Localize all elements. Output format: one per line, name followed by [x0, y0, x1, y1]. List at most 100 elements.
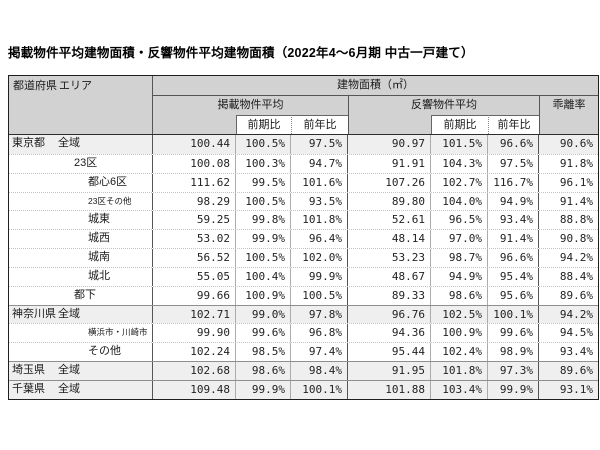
table-row: 城南 56.52 100.5% 102.0% 53.23 98.7% 96.6%… [9, 248, 598, 267]
row-label: 城西 [9, 230, 153, 249]
response-value-subheader-blank [349, 115, 431, 134]
listed-average-header: 掲載物件平均 [217, 99, 284, 111]
table-row: 城東 59.25 99.8% 101.8% 52.61 96.5% 93.4% … [9, 210, 598, 230]
listed-prev-period-value: 100.5% [236, 249, 291, 267]
response-prev-year-header: 前年比 [488, 115, 539, 134]
row-label: 都心6区 [9, 173, 153, 192]
deviation-value: 94.2% [559, 307, 593, 321]
deviation-value: 90.8% [559, 232, 593, 246]
row-label: 都下 [9, 286, 153, 305]
area-label: 都心6区 [88, 175, 128, 188]
listed-prev-period-value: 99.9% [236, 380, 291, 399]
listed-prev-period-value: 100.5% [236, 192, 291, 211]
listed-prev-period-value: 99.0% [236, 305, 291, 324]
response-prev-year-value: 97.3% [488, 362, 539, 380]
listed-avg-value: 55.05 [153, 267, 236, 286]
response-avg-value: 101.88 [348, 380, 431, 399]
area-label: その他 [88, 345, 121, 358]
response-properties-section-header: 反響物件平均 前期比 前年比 [348, 96, 539, 134]
response-avg-value: 90.97 [348, 135, 431, 154]
listed-prev-period-value: 100.9% [236, 286, 291, 305]
row-label: 城北 [9, 267, 153, 286]
deviation-value: 90.6% [559, 137, 593, 150]
response-avg-value: 52.61 [348, 211, 431, 230]
listed-prev-year-value: 101.6% [291, 173, 348, 192]
deviation-value: 88.8% [559, 213, 593, 227]
area-label: 23区 [74, 156, 98, 169]
listed-avg-value: 100.44 [153, 135, 236, 154]
listed-prev-period-value: 99.9% [236, 230, 291, 249]
listed-prev-year-value: 101.8% [291, 211, 348, 230]
area-label: 全域 [58, 382, 80, 395]
row-label: 千葉県 全域 [9, 380, 153, 399]
table-row: 千葉県 全域 109.48 99.9% 100.1% 101.88 103.4% … [9, 379, 598, 399]
table-body: 東京都 全域 100.44 100.5% 97.5% 90.97 101.5% 9… [9, 134, 598, 399]
listed-prev-period-value: 98.6% [236, 362, 291, 380]
listed-avg-value: 99.90 [153, 324, 236, 343]
listed-prev-period-value: 99.5% [236, 173, 291, 192]
response-prev-year-value: 99.6% [488, 324, 539, 343]
listed-prev-period-value: 100.3% [236, 154, 291, 173]
building-area-group-header: 建物面積（㎡） [153, 76, 598, 96]
listed-prev-period-header: 前期比 [236, 115, 291, 134]
deviation-value: 91.8% [559, 156, 593, 170]
table-row: 23区その他 98.29 100.5% 93.5% 89.80 104.0% 9… [9, 191, 598, 211]
table-row: 神奈川県 全域 102.71 99.0% 97.8% 96.76 102.5% 1… [9, 304, 598, 324]
response-avg-value: 91.91 [348, 154, 431, 173]
listed-prev-year-value: 102.0% [291, 249, 348, 267]
table-row: 都下 99.66 100.9% 100.5% 89.33 98.6% 95.6%… [9, 285, 598, 305]
response-prev-period-value: 94.9% [431, 267, 488, 286]
row-label: 23区その他 [9, 192, 153, 211]
response-prev-year-value: 97.5% [488, 154, 539, 173]
response-prev-period-value: 96.5% [431, 211, 488, 230]
response-prev-period-value: 103.4% [431, 380, 488, 399]
listed-avg-value: 102.68 [153, 362, 236, 380]
response-prev-period-value: 97.0% [431, 230, 488, 249]
table-row: 埼玉県 全域 102.68 98.6% 98.4% 91.95 101.8% 97… [9, 361, 598, 380]
listed-avg-value: 100.08 [153, 154, 236, 173]
response-prev-period-header: 前期比 [431, 115, 488, 134]
response-prev-year-value: 95.6% [488, 286, 539, 305]
listed-prev-year-value: 97.5% [291, 135, 348, 154]
response-avg-value: 91.95 [348, 362, 431, 380]
response-prev-year-value: 96.6% [488, 135, 539, 154]
row-label: 横浜市・川崎市 [9, 324, 153, 343]
prefecture-label: 千葉県 [12, 382, 45, 395]
row-label: 東京都 全域 [9, 135, 153, 154]
page-title: 掲載物件平均建物面積・反響物件平均建物面積（2022年4～6月期 中古一戸建て） [8, 46, 474, 60]
response-prev-period-value: 102.5% [431, 305, 488, 324]
row-label: 神奈川県 全域 [9, 305, 153, 324]
response-prev-year-value: 91.4% [488, 230, 539, 249]
listed-prev-year-value: 94.7% [291, 154, 348, 173]
row-label: 埼玉県 全域 [9, 362, 153, 380]
response-avg-value: 48.14 [348, 230, 431, 249]
listed-avg-value: 111.62 [153, 173, 236, 192]
deviation-value: 93.1% [559, 382, 593, 396]
response-average-header: 反響物件平均 [411, 99, 477, 111]
deviation-value: 88.4% [559, 269, 593, 283]
table-row: 城西 53.02 99.9% 96.4% 48.14 97.0% 91.4% 9… [9, 229, 598, 249]
response-prev-period-value: 102.7% [431, 173, 488, 192]
prefecture-label: 埼玉県 [12, 364, 45, 377]
area-label: 城東 [88, 213, 110, 226]
listed-prev-period-value: 100.4% [236, 267, 291, 286]
listed-avg-value: 56.52 [153, 249, 236, 267]
listed-prev-year-value: 97.8% [291, 305, 348, 324]
listed-prev-year-value: 96.8% [291, 324, 348, 343]
table-row: 23区 100.08 100.3% 94.7% 91.91 104.3% 97.… [9, 153, 598, 173]
listed-prev-year-header: 前年比 [291, 115, 348, 134]
row-label: 23区 [9, 154, 153, 173]
listed-avg-value: 102.24 [153, 343, 236, 362]
listed-prev-year-value: 98.4% [291, 362, 348, 380]
area-label: 全域 [58, 137, 80, 149]
row-label: その他 [9, 343, 153, 362]
listed-value-subheader-blank [153, 115, 236, 134]
area-label: 全域 [58, 364, 80, 377]
listed-avg-value: 99.66 [153, 286, 236, 305]
response-prev-year-value: 98.9% [488, 343, 539, 362]
response-prev-period-value: 100.9% [431, 324, 488, 343]
deviation-value: 94.2% [559, 251, 593, 265]
table-row: 横浜市・川崎市 99.90 99.6% 96.8% 94.36 100.9% 9… [9, 323, 598, 343]
area-label: 横浜市・川崎市 [88, 327, 148, 338]
